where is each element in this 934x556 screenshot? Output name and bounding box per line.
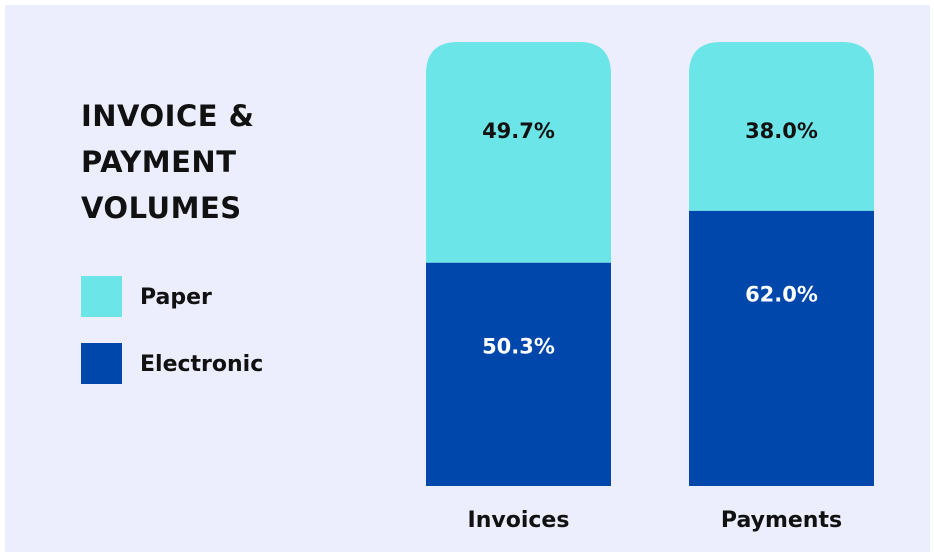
chart-title: INVOICE & PAYMENT VOLUMES: [81, 99, 255, 225]
x-tick-label: Invoices: [468, 508, 570, 533]
legend-label: Paper: [140, 285, 212, 310]
bar-segment: [426, 42, 611, 263]
x-tick-label: Payments: [721, 508, 842, 533]
bar-segment: [689, 42, 874, 211]
bar-segment: [426, 262, 611, 486]
value-label: 62.0%: [745, 283, 818, 307]
value-label: 38.0%: [745, 119, 818, 143]
bar-segment: [689, 210, 874, 486]
legend-label: Electronic: [140, 352, 263, 377]
legend-swatch: [81, 276, 122, 317]
value-label: 49.7%: [482, 119, 555, 143]
legend-swatch: [81, 343, 122, 384]
value-label: 50.3%: [482, 335, 555, 359]
